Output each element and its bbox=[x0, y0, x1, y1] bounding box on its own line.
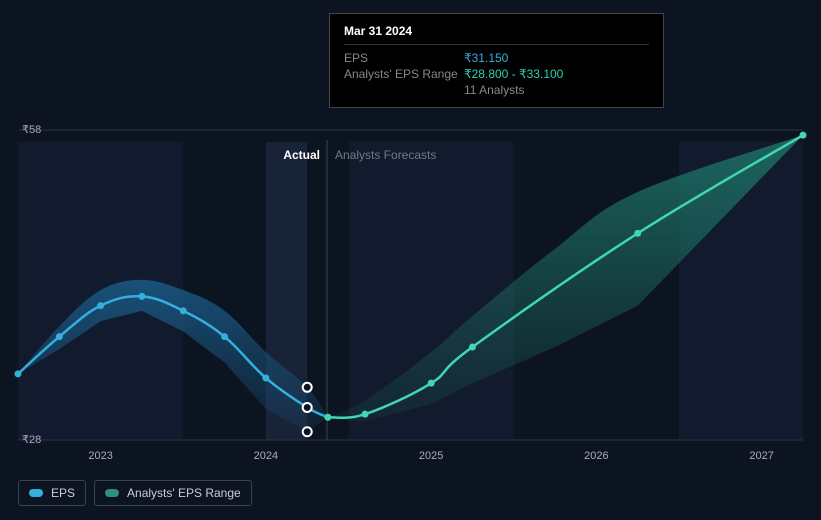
legend-item-eps[interactable]: EPS bbox=[18, 480, 86, 506]
eps-chart: { "tooltip": { "date": "Mar 31 2024", "e… bbox=[0, 0, 821, 520]
section-label-forecast: Analysts Forecasts bbox=[335, 148, 436, 162]
tooltip-analysts-count: 11 Analysts bbox=[464, 83, 649, 97]
y-axis-label: ₹28 bbox=[22, 433, 41, 446]
legend-label-range: Analysts' EPS Range bbox=[127, 486, 241, 500]
tooltip-range-value: ₹28.800 - ₹33.100 bbox=[464, 67, 563, 81]
x-axis-label: 2025 bbox=[419, 450, 443, 462]
x-axis-label: 2027 bbox=[749, 450, 773, 462]
legend-swatch-eps bbox=[29, 489, 43, 497]
legend-item-eps-range[interactable]: Analysts' EPS Range bbox=[94, 480, 252, 506]
tooltip-date: Mar 31 2024 bbox=[344, 24, 649, 45]
tooltip-range-label: Analysts' EPS Range bbox=[344, 67, 464, 81]
section-label-actual: Actual bbox=[283, 148, 320, 162]
y-axis-label: ₹58 bbox=[22, 123, 41, 136]
x-axis-label: 2026 bbox=[584, 450, 608, 462]
tooltip-eps-value: ₹31.150 bbox=[464, 51, 508, 65]
x-axis-label: 2024 bbox=[254, 450, 278, 462]
x-axis-label: 2023 bbox=[88, 450, 112, 462]
legend: EPS Analysts' EPS Range bbox=[18, 480, 252, 506]
legend-label-eps: EPS bbox=[51, 486, 75, 500]
tooltip-eps-label: EPS bbox=[344, 51, 464, 65]
legend-swatch-range bbox=[105, 489, 119, 497]
chart-tooltip: Mar 31 2024 EPS ₹31.150 Analysts' EPS Ra… bbox=[329, 13, 664, 108]
